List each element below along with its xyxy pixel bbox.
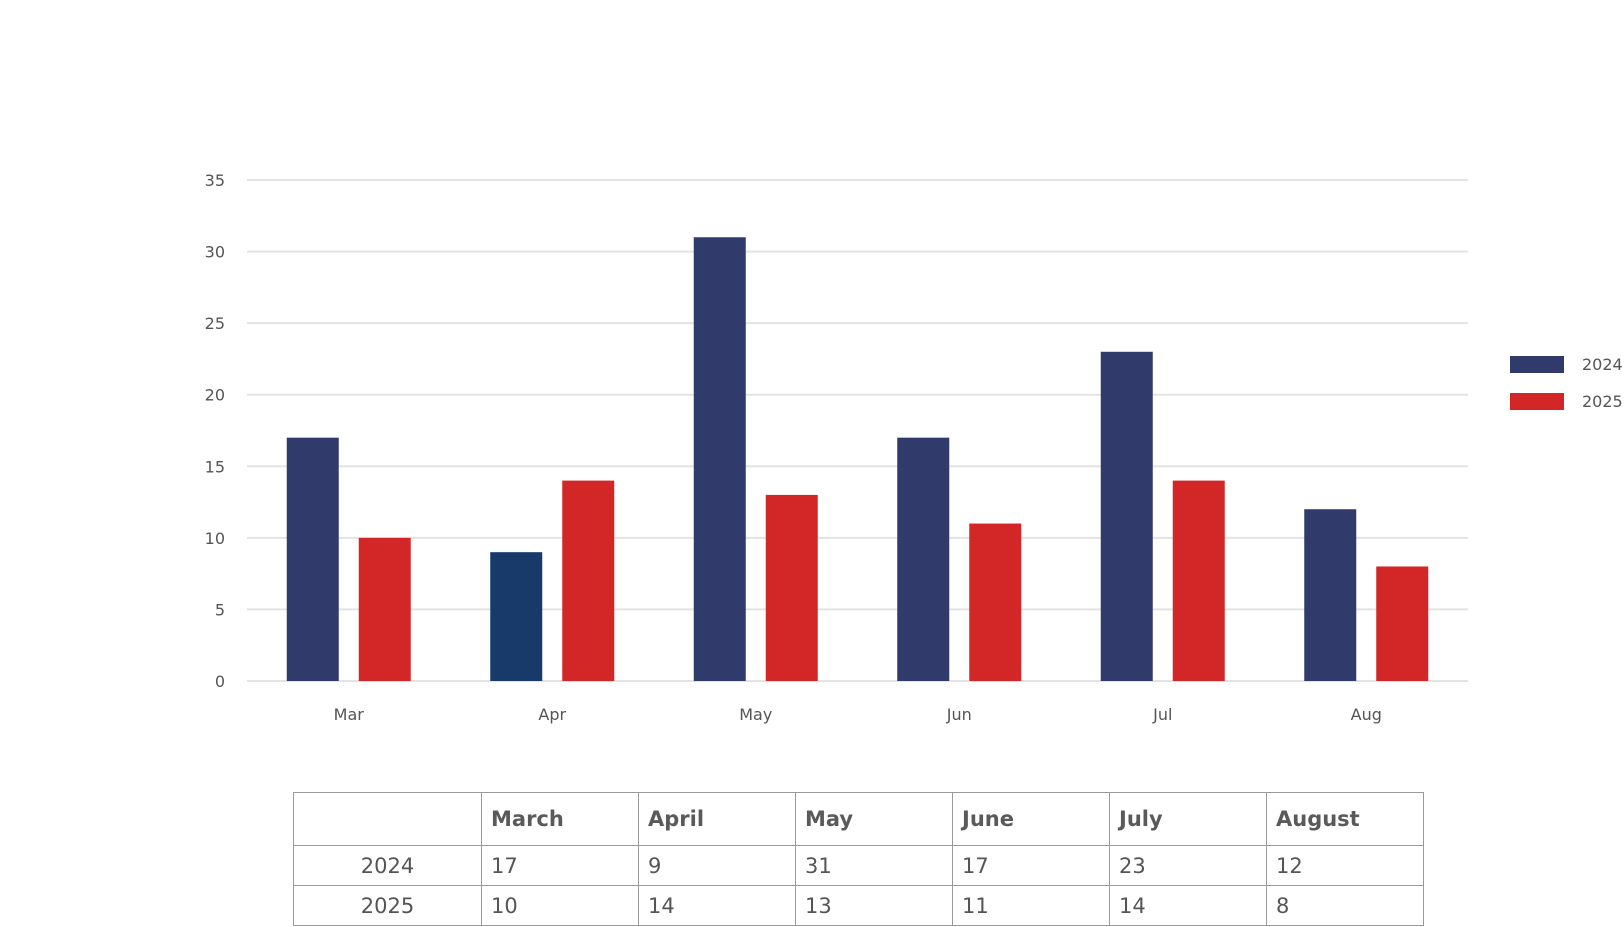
bar-2025-jul	[1172, 480, 1225, 681]
table-cell: 14	[1109, 885, 1267, 926]
table-row: 2024 17 9 31 17 23 12	[293, 845, 1424, 886]
y-tick-label: 5	[215, 600, 225, 619]
table-cell: 17	[952, 845, 1110, 886]
table-cell: 13	[795, 885, 953, 926]
bar-2025-apr	[562, 480, 615, 681]
legend-swatch-2025	[1510, 393, 1564, 410]
legend-label-2024: 2024	[1582, 355, 1623, 374]
table-cell: 11	[952, 885, 1110, 926]
legend-label-2025: 2025	[1582, 392, 1623, 411]
table-cell: 17	[481, 845, 639, 886]
grid-lines	[247, 179, 1468, 682]
table-cell: 12	[1266, 845, 1424, 886]
table-cell: 9	[638, 845, 796, 886]
x-tick-label: May	[739, 705, 772, 724]
table-cell: 8	[1266, 885, 1424, 926]
bar-2024-jun	[897, 437, 950, 681]
table-cell: 14	[638, 885, 796, 926]
bar-2024-mar	[286, 437, 339, 681]
table-header-cell	[293, 792, 482, 846]
table-header-cell: May	[795, 792, 953, 846]
y-tick-label: 10	[205, 529, 225, 548]
legend: 2024 2025	[1510, 355, 1623, 411]
table-header-cell: August	[1266, 792, 1424, 846]
bar-2024-apr	[490, 552, 543, 681]
x-tick-label: Aug	[1351, 705, 1382, 724]
bars	[286, 237, 1429, 681]
data-table: March April May June July August 2024 17…	[293, 792, 1424, 926]
bar-2024-may	[693, 237, 746, 681]
table-header-cell: April	[638, 792, 796, 846]
table-header-cell: March	[481, 792, 639, 846]
x-tick-label: Jun	[946, 705, 972, 724]
y-tick-label: 0	[215, 672, 225, 691]
table-row: 2025 10 14 13 11 14 8	[293, 885, 1424, 926]
y-tick-label: 30	[205, 243, 225, 262]
y-tick-label: 25	[205, 314, 225, 333]
y-tick-label: 15	[205, 457, 225, 476]
x-tick-label: Mar	[334, 705, 365, 724]
bar-2024-aug	[1304, 509, 1357, 681]
x-tick-label: Apr	[538, 705, 566, 724]
table-header-cell: June	[952, 792, 1110, 846]
legend-swatch-2024	[1510, 356, 1564, 373]
bar-2025-mar	[358, 537, 411, 681]
x-axis-ticks: Mar Apr May Jun Jul Aug	[334, 705, 1382, 724]
bar-2025-jun	[969, 523, 1022, 681]
table-cell: 23	[1109, 845, 1267, 886]
y-tick-label: 20	[205, 386, 225, 405]
y-axis-ticks: 0 5 10 15 20 25 30 35	[205, 171, 225, 691]
bar-2024-jul	[1100, 351, 1153, 681]
bar-2025-aug	[1376, 566, 1429, 681]
table-row-label: 2025	[293, 885, 482, 926]
bar-2025-may	[765, 494, 818, 681]
table-cell: 10	[481, 885, 639, 926]
table-header-cell: July	[1109, 792, 1267, 846]
table-header-row: March April May June July August	[293, 792, 1424, 846]
x-tick-label: Jul	[1152, 705, 1172, 724]
table-cell: 31	[795, 845, 953, 886]
y-tick-label: 35	[205, 171, 225, 190]
table-row-label: 2024	[293, 845, 482, 886]
